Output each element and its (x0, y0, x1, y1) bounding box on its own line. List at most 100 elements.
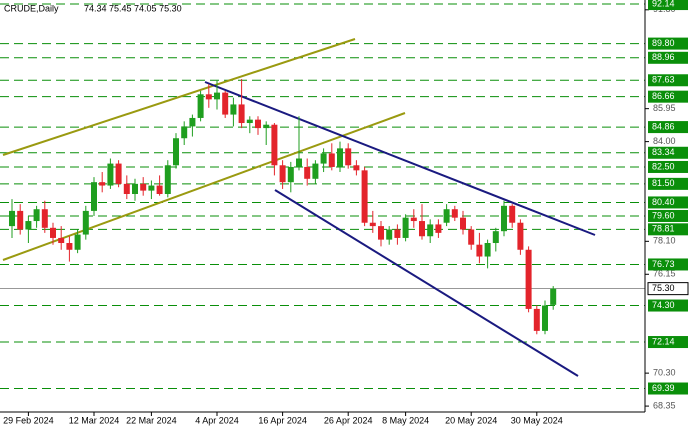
level-label-box (648, 382, 688, 395)
candle-body (25, 221, 32, 230)
candle-body (33, 209, 40, 222)
x-tick-label: 30 May 2024 (511, 415, 563, 425)
x-tick-label: 16 Apr 2024 (258, 415, 307, 425)
chart-subtitle: 74.34 75.45 74.05 75.30 (84, 3, 182, 13)
candle-body (148, 185, 155, 191)
candle-body (369, 222, 376, 227)
candle-body (132, 183, 138, 195)
candle-body (304, 166, 311, 179)
candle-body (476, 244, 483, 257)
last-price-box (647, 282, 689, 296)
x-tick-label: 20 May 2024 (445, 415, 497, 425)
candle-body (115, 163, 122, 184)
candle-body (74, 234, 81, 250)
candle-body (230, 104, 237, 115)
candle-body (296, 158, 302, 167)
candle-body (443, 209, 450, 223)
candle-body (451, 209, 458, 218)
candle-body (468, 229, 475, 245)
x-tick-label: 12 Mar 2024 (69, 415, 120, 425)
level-label-box (648, 90, 688, 103)
candle-body (517, 222, 524, 250)
candle-body (50, 227, 56, 238)
candle-body (82, 210, 89, 235)
candle-body (345, 148, 352, 166)
candle-body (410, 217, 417, 222)
level-label-box (648, 209, 688, 222)
candle-body (9, 210, 15, 227)
candle-body (246, 119, 253, 124)
candle-body (337, 148, 343, 167)
level-label: 74.30 (652, 300, 675, 310)
y-tick-label: 85.95 (653, 103, 676, 113)
last-price-label: 75.30 (652, 283, 675, 293)
candle-body (378, 226, 384, 240)
level-label-box (648, 121, 688, 134)
level-label-box (648, 37, 688, 50)
level-label-box (648, 299, 688, 312)
level-label-box (648, 51, 688, 64)
x-tick-label: 22 Mar 2024 (126, 415, 177, 425)
level-label-box (648, 336, 688, 349)
level-label: 83.34 (652, 147, 675, 157)
level-label: 87.63 (652, 75, 675, 85)
candle-body (386, 229, 393, 240)
level-label-box (648, 177, 688, 190)
level-label: 81.50 (652, 178, 675, 188)
channel-line (2, 112, 406, 261)
candle-body (279, 165, 286, 183)
chart-title: CRUDE,Daily (4, 3, 59, 13)
candle-body (156, 185, 163, 195)
candle-body (328, 153, 335, 167)
candle-body (484, 243, 491, 257)
candle-body (427, 224, 434, 237)
candle-body (525, 249, 532, 309)
level-label: 72.14 (652, 336, 675, 346)
candle-body (509, 205, 516, 223)
y-tick-label: 68.35 (653, 400, 676, 410)
axis-layer: 91.8085.9584.0078.1076.1570.3068.3592.14… (3, 0, 689, 425)
candle-body (123, 183, 130, 195)
candle-body (492, 231, 499, 244)
grid-layer (0, 3, 645, 390)
x-tick-label: 8 May 2024 (382, 415, 429, 425)
candle-body (501, 205, 507, 232)
candle-body (394, 229, 401, 238)
candle-body (91, 182, 97, 211)
candle-body (435, 224, 442, 233)
candle-body (402, 217, 409, 238)
candle-body (238, 104, 245, 124)
candle-body (550, 288, 557, 305)
level-label: 88.96 (652, 52, 675, 62)
level-label-box (648, 146, 688, 159)
candle-body (107, 163, 114, 186)
candle-body (542, 305, 548, 331)
y-tick-label: 84.00 (653, 136, 676, 146)
candle-body (263, 124, 270, 129)
candle-body (41, 209, 48, 228)
candle-body (419, 221, 425, 237)
candle-body (533, 308, 540, 331)
level-label: 89.80 (652, 38, 675, 48)
level-label: 82.50 (652, 161, 675, 171)
x-tick-label: 4 Apr 2024 (195, 415, 239, 425)
candle-body (320, 153, 327, 164)
candle-body (189, 117, 196, 127)
y-tick-label: 70.30 (653, 368, 676, 378)
level-label: 69.39 (652, 383, 675, 393)
candle-body (66, 243, 73, 250)
candle-body (17, 210, 24, 230)
level-label: 84.86 (652, 121, 675, 131)
x-tick-label: 29 Feb 2024 (3, 415, 54, 425)
candle-body (312, 163, 319, 179)
candle-body (361, 170, 368, 223)
candle-body (214, 92, 220, 100)
candles-layer (9, 79, 557, 335)
candle-body (164, 165, 171, 195)
y-tick-label: 76.15 (653, 269, 676, 279)
candle-body (140, 183, 147, 191)
candle-body (460, 217, 466, 230)
level-label: 79.60 (652, 210, 675, 220)
